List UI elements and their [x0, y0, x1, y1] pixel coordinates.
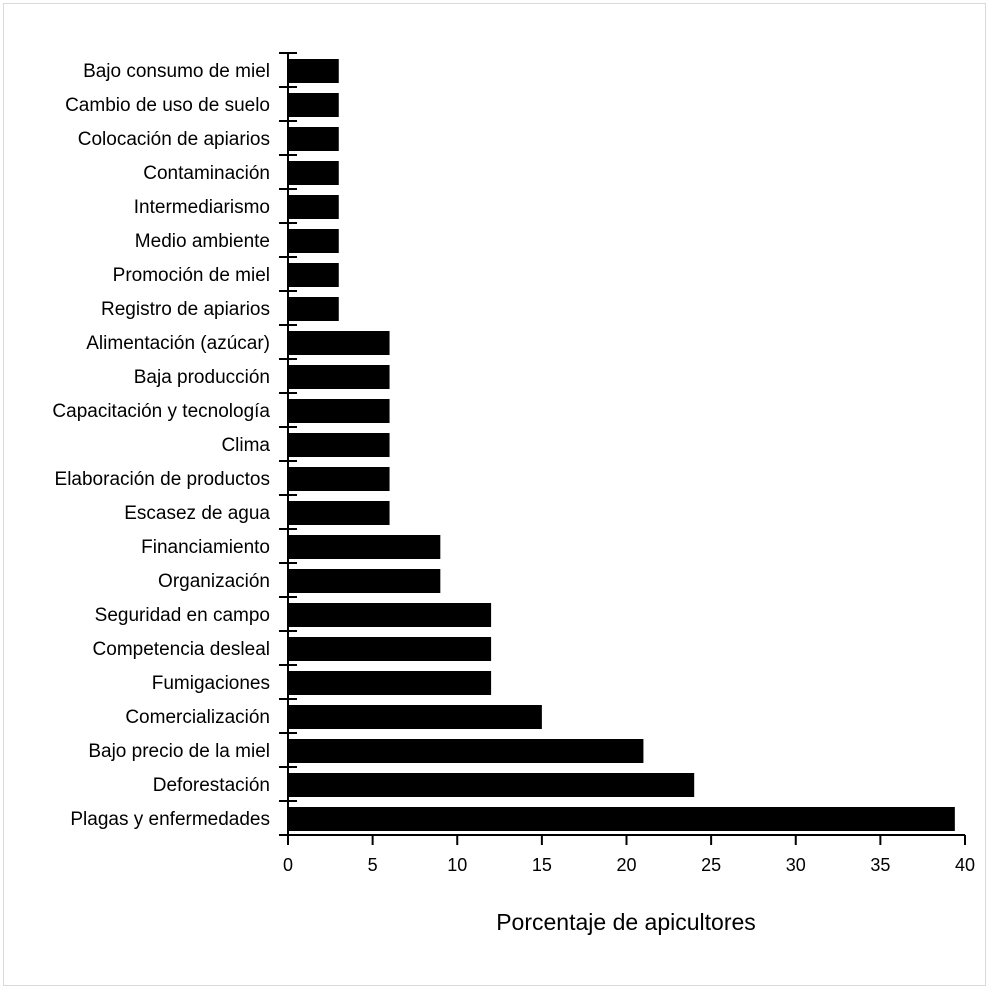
- category-label: Alimentación (azúcar): [86, 333, 270, 354]
- category-label: Seguridad en campo: [95, 605, 270, 626]
- bar: [288, 705, 542, 729]
- category-label: Bajo consumo de miel: [83, 61, 270, 82]
- category-label: Promoción de miel: [113, 265, 270, 286]
- category-label: Medio ambiente: [135, 231, 270, 252]
- bar: [288, 59, 339, 83]
- bar: [288, 229, 339, 253]
- category-label: Fumigaciones: [152, 673, 270, 694]
- bar: [288, 671, 492, 695]
- bar: [288, 569, 441, 593]
- bar: [288, 807, 955, 831]
- bar: [288, 739, 644, 763]
- x-axis-title: Porcentaje de apicultores: [496, 909, 756, 935]
- category-label: Escasez de agua: [124, 503, 270, 524]
- category-labels-group: Bajo consumo de miel Cambio de uso de sue…: [52, 61, 270, 830]
- category-label: Capacitación y tecnología: [52, 401, 270, 422]
- bar: [288, 637, 492, 661]
- x-tick-label: 25: [701, 855, 721, 875]
- bars-group: [288, 59, 955, 831]
- category-label: Registro de apiarios: [101, 299, 270, 320]
- bar: [288, 433, 390, 457]
- bar: [288, 93, 339, 117]
- x-tick-label: 0: [283, 855, 293, 875]
- y-axis: [279, 52, 297, 836]
- category-label: Cambio de uso de suelo: [65, 95, 270, 116]
- bar: [288, 195, 339, 219]
- x-tick-label: 15: [532, 855, 552, 875]
- category-label: Intermediarismo: [134, 197, 270, 218]
- x-tick-label: 40: [955, 855, 975, 875]
- category-label: Bajo precio de la miel: [88, 741, 270, 762]
- x-axis: 0 5 10 15 20 25 30 35 40: [283, 834, 975, 875]
- x-tick-label: 30: [786, 855, 806, 875]
- bar: [288, 603, 492, 627]
- bar: [288, 467, 390, 491]
- category-label: Contaminación: [143, 163, 270, 184]
- x-tick-label: 20: [616, 855, 636, 875]
- category-label: Clima: [221, 435, 270, 456]
- bar: [288, 399, 390, 423]
- category-label: Elaboración de productos: [55, 469, 270, 490]
- category-label: Competencia desleal: [93, 639, 270, 660]
- x-tick-label: 10: [447, 855, 467, 875]
- bar: [288, 297, 339, 321]
- bar: [288, 773, 695, 797]
- x-tick-label: 5: [368, 855, 378, 875]
- category-label: Baja producción: [134, 367, 270, 388]
- category-label: Plagas y enfermedades: [70, 809, 270, 830]
- bar: [288, 535, 441, 559]
- bar: [288, 127, 339, 151]
- bar: [288, 365, 390, 389]
- x-tick-label: 35: [870, 855, 890, 875]
- category-label: Organización: [158, 571, 270, 592]
- bar: [288, 331, 390, 355]
- category-label: Financiamiento: [141, 537, 270, 558]
- bar: [288, 501, 390, 525]
- bar: [288, 161, 339, 185]
- category-label: Deforestación: [153, 775, 270, 796]
- category-label: Comercialización: [125, 707, 270, 728]
- category-label: Colocación de apiarios: [78, 129, 270, 150]
- bar: [288, 263, 339, 287]
